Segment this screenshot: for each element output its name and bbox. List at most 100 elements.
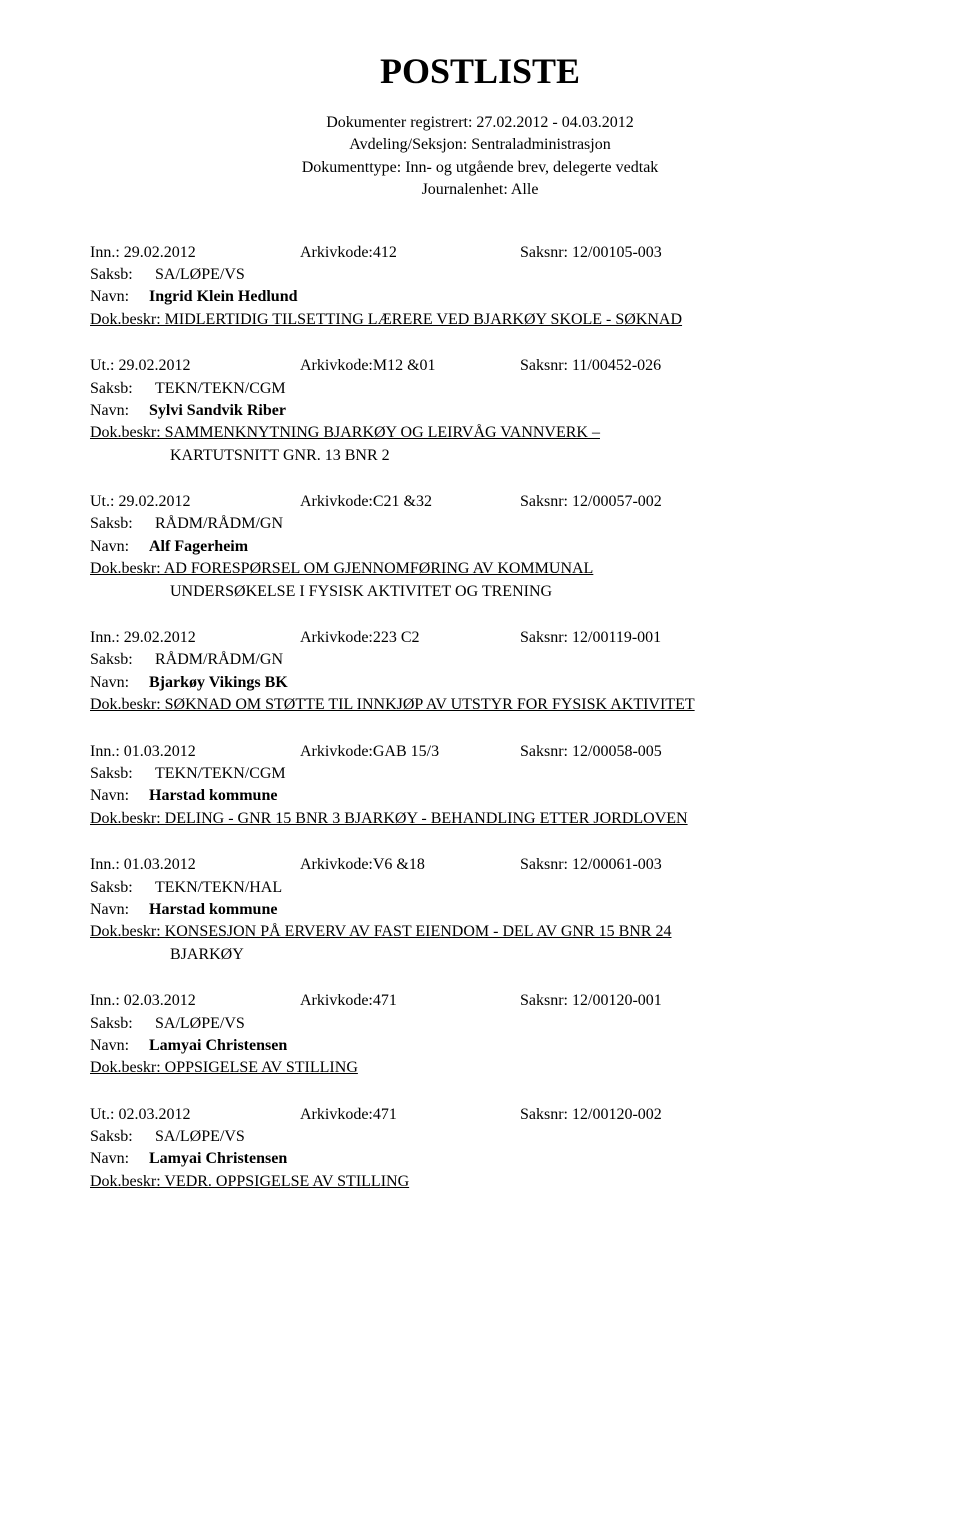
entry-arkivkode: Arkivkode:412 xyxy=(300,242,520,264)
entry: Ut.: 02.03.2012Arkivkode:471Saksnr: 12/0… xyxy=(90,1104,870,1194)
header-line-2: Avdeling/Seksjon: Sentraladministrasjon xyxy=(90,134,870,156)
saksb-label: Saksb: xyxy=(90,877,155,899)
entry-saksnr: Saksnr: 12/00061-003 xyxy=(520,854,870,876)
entry-dokbeskr-cont: KARTUTSNITT GNR. 13 BNR 2 xyxy=(90,445,870,467)
entry-navn-line: Navn:Sylvi Sandvik Riber xyxy=(90,400,870,422)
entry-saksb-line: Saksb:SA/LØPE/VS xyxy=(90,1013,870,1035)
entry-header-line: Ut.: 29.02.2012Arkivkode:C21 &32Saksnr: … xyxy=(90,491,870,513)
entry-dokbeskr: Dok.beskr: OPPSIGELSE AV STILLING xyxy=(90,1057,870,1079)
navn-label: Navn: xyxy=(90,400,149,422)
entry-saksnr: Saksnr: 11/00452-026 xyxy=(520,355,870,377)
navn-label: Navn: xyxy=(90,286,149,308)
saksb-value: SA/LØPE/VS xyxy=(155,1126,245,1148)
navn-label: Navn: xyxy=(90,899,149,921)
navn-value: Harstad kommune xyxy=(149,785,277,807)
entry: Inn.: 02.03.2012Arkivkode:471Saksnr: 12/… xyxy=(90,990,870,1080)
entry-saksb-line: Saksb:SA/LØPE/VS xyxy=(90,1126,870,1148)
entry-saksb-line: Saksb:TEKN/TEKN/CGM xyxy=(90,378,870,400)
entry-saksnr: Saksnr: 12/00119-001 xyxy=(520,627,870,649)
saksb-label: Saksb: xyxy=(90,763,155,785)
entry-arkivkode: Arkivkode:471 xyxy=(300,1104,520,1126)
saksb-label: Saksb: xyxy=(90,264,155,286)
navn-label: Navn: xyxy=(90,1035,149,1057)
entry-dokbeskr-cont: BJARKØY xyxy=(90,944,870,966)
entry-header-line: Inn.: 01.03.2012Arkivkode:GAB 15/3Saksnr… xyxy=(90,741,870,763)
navn-value: Harstad kommune xyxy=(149,899,277,921)
entry-dokbeskr: Dok.beskr: DELING - GNR 15 BNR 3 BJARKØY… xyxy=(90,808,870,830)
saksb-label: Saksb: xyxy=(90,513,155,535)
saksb-label: Saksb: xyxy=(90,649,155,671)
entry-header-line: Inn.: 01.03.2012Arkivkode:V6 &18Saksnr: … xyxy=(90,854,870,876)
saksb-label: Saksb: xyxy=(90,1013,155,1035)
entry-direction-date: Ut.: 02.03.2012 xyxy=(90,1104,300,1126)
header-line-4: Journalenhet: Alle xyxy=(90,179,870,201)
navn-label: Navn: xyxy=(90,536,149,558)
entry-arkivkode: Arkivkode:223 C2 xyxy=(300,627,520,649)
entry-navn-line: Navn:Lamyai Christensen xyxy=(90,1035,870,1057)
navn-value: Ingrid Klein Hedlund xyxy=(149,286,298,308)
entry: Inn.: 01.03.2012Arkivkode:V6 &18Saksnr: … xyxy=(90,854,870,966)
entry-dokbeskr: Dok.beskr: AD FORESPØRSEL OM GJENNOMFØRI… xyxy=(90,558,870,580)
entry-dokbeskr: Dok.beskr: VEDR. OPPSIGELSE AV STILLING xyxy=(90,1171,870,1193)
entry-navn-line: Navn:Harstad kommune xyxy=(90,785,870,807)
entry-direction-date: Ut.: 29.02.2012 xyxy=(90,491,300,513)
entry-dokbeskr: Dok.beskr: SAMMENKNYTNING BJARKØY OG LEI… xyxy=(90,422,870,444)
entry-saksnr: Saksnr: 12/00058-005 xyxy=(520,741,870,763)
entry-arkivkode: Arkivkode:M12 &01 xyxy=(300,355,520,377)
navn-label: Navn: xyxy=(90,785,149,807)
navn-value: Sylvi Sandvik Riber xyxy=(149,400,286,422)
entry-navn-line: Navn:Bjarkøy Vikings BK xyxy=(90,672,870,694)
saksb-value: TEKN/TEKN/CGM xyxy=(155,763,286,785)
entry-direction-date: Inn.: 29.02.2012 xyxy=(90,242,300,264)
entry: Inn.: 29.02.2012Arkivkode:223 C2Saksnr: … xyxy=(90,627,870,717)
saksb-label: Saksb: xyxy=(90,1126,155,1148)
saksb-value: RÅDM/RÅDM/GN xyxy=(155,513,283,535)
entry-dokbeskr: Dok.beskr: SØKNAD OM STØTTE TIL INNKJØP … xyxy=(90,694,870,716)
navn-value: Alf Fagerheim xyxy=(149,536,248,558)
saksb-value: RÅDM/RÅDM/GN xyxy=(155,649,283,671)
entry-navn-line: Navn:Harstad kommune xyxy=(90,899,870,921)
entry-header-line: Inn.: 29.02.2012Arkivkode:412Saksnr: 12/… xyxy=(90,242,870,264)
entry-saksnr: Saksnr: 12/00120-002 xyxy=(520,1104,870,1126)
entry-saksnr: Saksnr: 12/00057-002 xyxy=(520,491,870,513)
entry-header-line: Inn.: 02.03.2012Arkivkode:471Saksnr: 12/… xyxy=(90,990,870,1012)
saksb-value: TEKN/TEKN/CGM xyxy=(155,378,286,400)
entry-arkivkode: Arkivkode:C21 &32 xyxy=(300,491,520,513)
document-title: POSTLISTE xyxy=(90,50,870,92)
entry: Inn.: 01.03.2012Arkivkode:GAB 15/3Saksnr… xyxy=(90,741,870,831)
entries-list: Inn.: 29.02.2012Arkivkode:412Saksnr: 12/… xyxy=(90,242,870,1194)
entry-saksb-line: Saksb:SA/LØPE/VS xyxy=(90,264,870,286)
entry-arkivkode: Arkivkode:471 xyxy=(300,990,520,1012)
entry-saksb-line: Saksb:TEKN/TEKN/CGM xyxy=(90,763,870,785)
entry-direction-date: Inn.: 01.03.2012 xyxy=(90,741,300,763)
entry-direction-date: Inn.: 01.03.2012 xyxy=(90,854,300,876)
saksb-value: SA/LØPE/VS xyxy=(155,1013,245,1035)
entry-arkivkode: Arkivkode:GAB 15/3 xyxy=(300,741,520,763)
entry-saksb-line: Saksb:RÅDM/RÅDM/GN xyxy=(90,649,870,671)
entry: Ut.: 29.02.2012Arkivkode:C21 &32Saksnr: … xyxy=(90,491,870,603)
navn-value: Bjarkøy Vikings BK xyxy=(149,672,288,694)
entry-header-line: Ut.: 29.02.2012Arkivkode:M12 &01Saksnr: … xyxy=(90,355,870,377)
entry: Inn.: 29.02.2012Arkivkode:412Saksnr: 12/… xyxy=(90,242,870,332)
saksb-value: SA/LØPE/VS xyxy=(155,264,245,286)
entry-direction-date: Ut.: 29.02.2012 xyxy=(90,355,300,377)
entry-saksb-line: Saksb:RÅDM/RÅDM/GN xyxy=(90,513,870,535)
entry-navn-line: Navn:Alf Fagerheim xyxy=(90,536,870,558)
header-line-3: Dokumenttype: Inn- og utgående brev, del… xyxy=(90,157,870,179)
entry-saksb-line: Saksb:TEKN/TEKN/HAL xyxy=(90,877,870,899)
entry: Ut.: 29.02.2012Arkivkode:M12 &01Saksnr: … xyxy=(90,355,870,467)
saksb-value: TEKN/TEKN/HAL xyxy=(155,877,282,899)
entry-header-line: Ut.: 02.03.2012Arkivkode:471Saksnr: 12/0… xyxy=(90,1104,870,1126)
navn-value: Lamyai Christensen xyxy=(149,1148,287,1170)
entry-direction-date: Inn.: 29.02.2012 xyxy=(90,627,300,649)
entry-saksnr: Saksnr: 12/00120-001 xyxy=(520,990,870,1012)
entry-navn-line: Navn:Ingrid Klein Hedlund xyxy=(90,286,870,308)
entry-saksnr: Saksnr: 12/00105-003 xyxy=(520,242,870,264)
entry-header-line: Inn.: 29.02.2012Arkivkode:223 C2Saksnr: … xyxy=(90,627,870,649)
entry-dokbeskr-cont: UNDERSØKELSE I FYSISK AKTIVITET OG TRENI… xyxy=(90,581,870,603)
document-header: Dokumenter registrert: 27.02.2012 - 04.0… xyxy=(90,112,870,202)
navn-label: Navn: xyxy=(90,1148,149,1170)
header-line-1: Dokumenter registrert: 27.02.2012 - 04.0… xyxy=(90,112,870,134)
entry-navn-line: Navn:Lamyai Christensen xyxy=(90,1148,870,1170)
entry-arkivkode: Arkivkode:V6 &18 xyxy=(300,854,520,876)
